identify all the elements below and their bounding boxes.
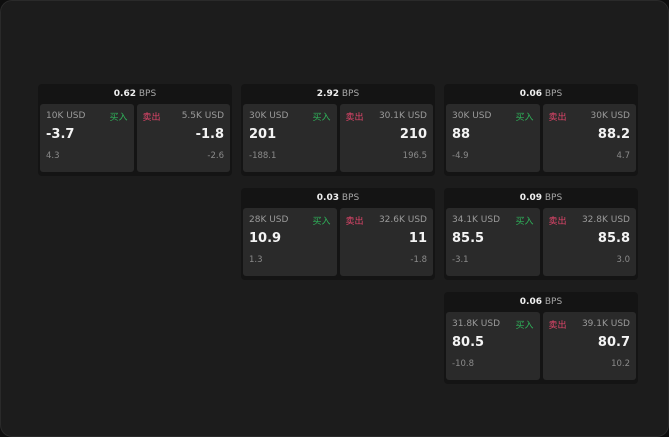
buy-price: 201 [249, 127, 277, 142]
buy-size: 28K USD [249, 215, 289, 225]
spread-header: 0.06 BPS [444, 292, 638, 312]
sell-size: 32.8K USD [581, 215, 630, 225]
sell-label: 卖出 [345, 113, 364, 123]
spread-header: 0.06 BPS [444, 84, 638, 104]
buy-change: -10.8 [452, 359, 474, 369]
buy-card[interactable]: 30K USD 买入 88 -4.9 [446, 104, 540, 172]
spread-unit: BPS [138, 89, 157, 99]
spread-unit: BPS [341, 193, 360, 203]
buy-change: 1.3 [249, 255, 263, 265]
sell-size: 30.1K USD [378, 111, 427, 121]
spread-unit: BPS [341, 89, 360, 99]
spread-unit: BPS [544, 297, 563, 307]
spread-unit: BPS [544, 89, 563, 99]
spread-value: 0.09 [519, 193, 542, 203]
spread-value: 0.03 [316, 193, 339, 203]
sell-label: 卖出 [548, 321, 567, 331]
buy-price: 85.5 [452, 231, 485, 246]
buy-label: 买入 [312, 217, 331, 227]
buy-price: -3.7 [46, 127, 75, 142]
quote-panel: 2.92 BPS 30K USD 买入 201 -188.1 卖出 30.1K … [241, 84, 435, 176]
sell-price: 210 [399, 127, 427, 142]
spread-header: 0.03 BPS [241, 188, 435, 208]
quote-panel: 0.03 BPS 28K USD 买入 10.9 1.3 卖出 32.6K US… [241, 188, 435, 280]
quote-panel: 0.62 BPS 10K USD 买入 -3.7 4.3 卖出 5.5K USD… [38, 84, 232, 176]
sell-size: 32.6K USD [378, 215, 427, 225]
buy-price: 80.5 [452, 335, 485, 350]
spread-unit: BPS [544, 193, 563, 203]
sell-card[interactable]: 卖出 39.1K USD 80.7 10.2 [542, 312, 636, 380]
buy-change: -3.1 [452, 255, 469, 265]
buy-size: 34.1K USD [452, 215, 501, 225]
spread-header: 2.92 BPS [241, 84, 435, 104]
sell-change: 196.5 [402, 151, 427, 161]
sell-label: 卖出 [548, 113, 567, 123]
buy-change: 4.3 [46, 151, 60, 161]
sell-card[interactable]: 卖出 32.8K USD 85.8 3.0 [542, 208, 636, 276]
sell-label: 卖出 [548, 217, 567, 227]
buy-label: 买入 [312, 113, 331, 123]
buy-card[interactable]: 10K USD 买入 -3.7 4.3 [40, 104, 134, 172]
buy-label: 买入 [515, 113, 534, 123]
buy-size: 31.8K USD [452, 319, 501, 329]
buy-change: -4.9 [452, 151, 469, 161]
quote-panel: 0.06 BPS 31.8K USD 买入 80.5 -10.8 卖出 39.1… [444, 292, 638, 384]
spread-value: 2.92 [316, 89, 339, 99]
sell-price: 88.2 [597, 127, 630, 142]
sell-card[interactable]: 卖出 32.6K USD 11 -1.8 [339, 208, 433, 276]
buy-price: 88 [452, 127, 471, 142]
buy-price: 10.9 [249, 231, 282, 246]
buy-label: 买入 [109, 113, 128, 123]
sell-card[interactable]: 卖出 30K USD 88.2 4.7 [542, 104, 636, 172]
sell-label: 卖出 [142, 113, 161, 123]
sell-card[interactable]: 卖出 5.5K USD -1.8 -2.6 [136, 104, 230, 172]
spread-header: 0.62 BPS [38, 84, 232, 104]
sell-card[interactable]: 卖出 30.1K USD 210 196.5 [339, 104, 433, 172]
buy-card[interactable]: 28K USD 买入 10.9 1.3 [243, 208, 337, 276]
sell-change: -2.6 [207, 151, 224, 161]
buy-size: 10K USD [46, 111, 86, 121]
sell-price: -1.8 [195, 127, 224, 142]
sell-price: 80.7 [597, 335, 630, 350]
sell-size: 5.5K USD [181, 111, 224, 121]
buy-size: 30K USD [249, 111, 289, 121]
sell-change: -1.8 [410, 255, 427, 265]
sell-size: 30K USD [590, 111, 630, 121]
sell-price: 85.8 [597, 231, 630, 246]
sell-price: 11 [408, 231, 427, 246]
quote-panel: 0.06 BPS 30K USD 买入 88 -4.9 卖出 30K USD 8… [444, 84, 638, 176]
quote-panel: 0.09 BPS 34.1K USD 买入 85.5 -3.1 卖出 32.8K… [444, 188, 638, 280]
spread-value: 0.06 [519, 89, 542, 99]
buy-size: 30K USD [452, 111, 492, 121]
sell-label: 卖出 [345, 217, 364, 227]
buy-label: 买入 [515, 217, 534, 227]
buy-card[interactable]: 34.1K USD 买入 85.5 -3.1 [446, 208, 540, 276]
buy-card[interactable]: 30K USD 买入 201 -188.1 [243, 104, 337, 172]
sell-change: 4.7 [616, 151, 630, 161]
spread-value: 0.06 [519, 297, 542, 307]
buy-label: 买入 [515, 321, 534, 331]
sell-change: 3.0 [616, 255, 630, 265]
sell-size: 39.1K USD [581, 319, 630, 329]
buy-change: -188.1 [249, 151, 277, 161]
sell-change: 10.2 [611, 359, 630, 369]
spread-header: 0.09 BPS [444, 188, 638, 208]
spread-value: 0.62 [113, 89, 136, 99]
buy-card[interactable]: 31.8K USD 买入 80.5 -10.8 [446, 312, 540, 380]
